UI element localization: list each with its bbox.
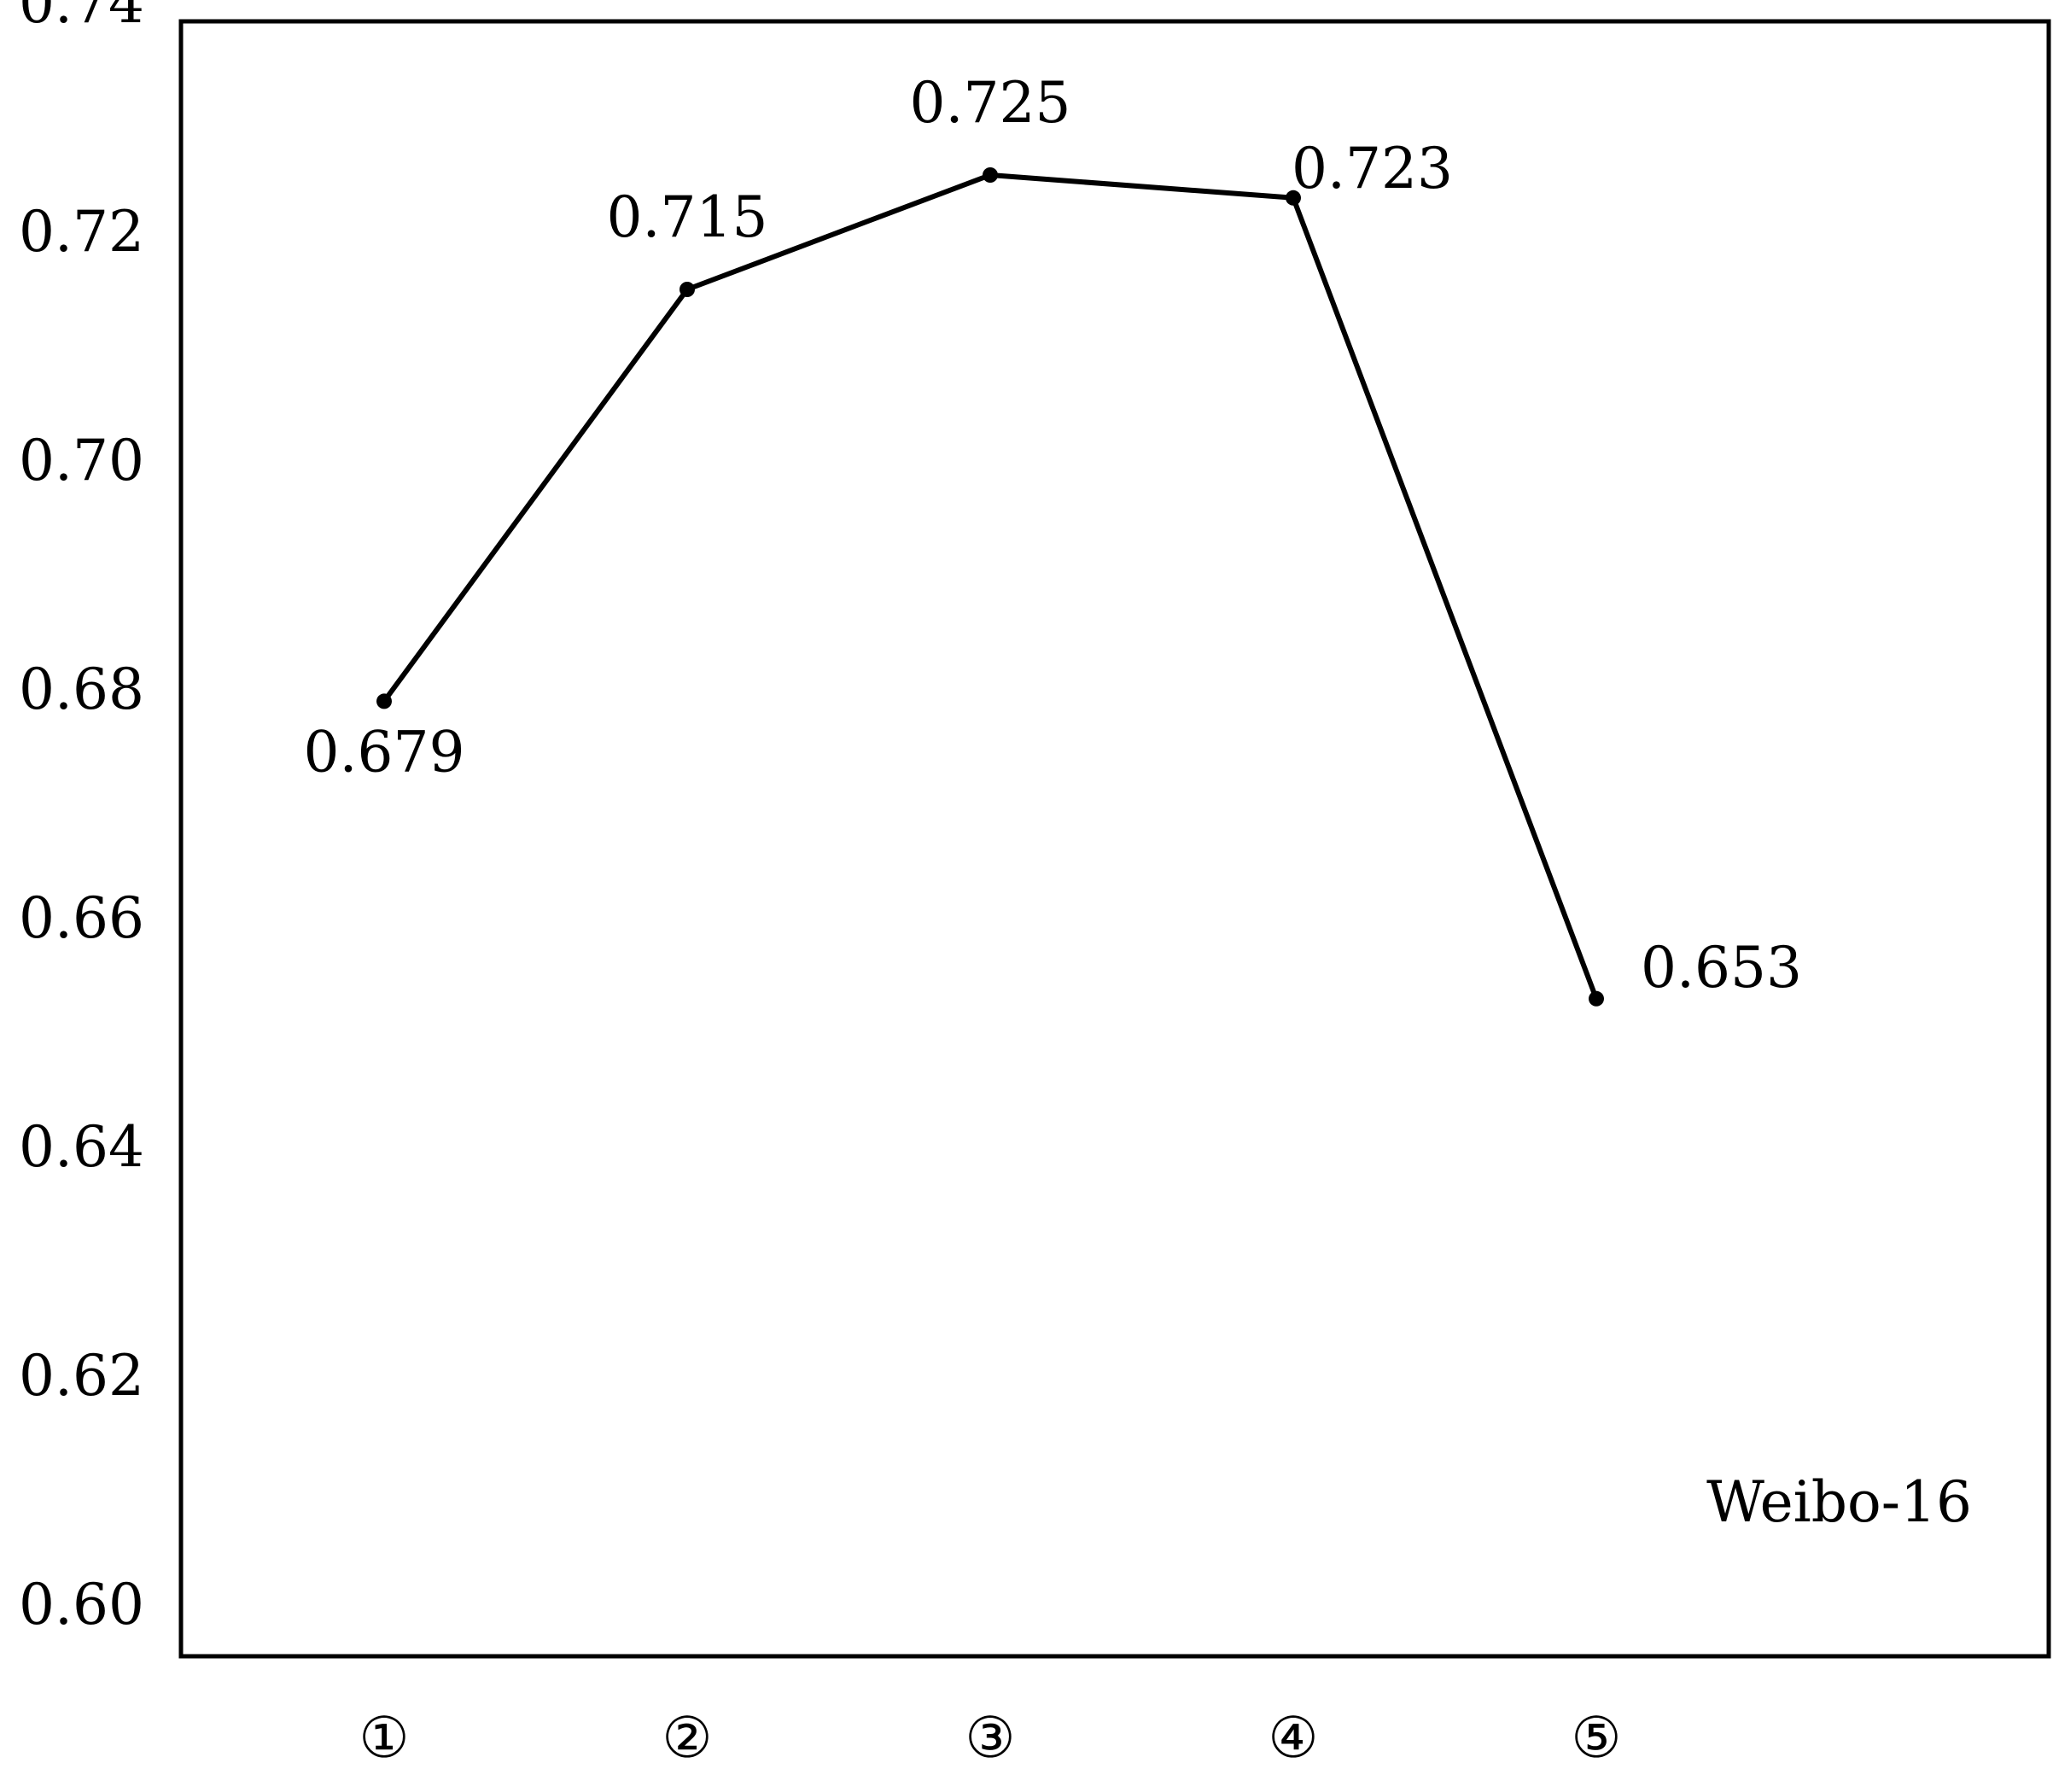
x-category-label: ③ — [965, 1705, 1015, 1771]
series-line — [382, 172, 1599, 1000]
x-category-label: ④ — [1268, 1705, 1318, 1771]
y-tick-label: 0.62 — [19, 1343, 144, 1409]
data-labels-group: 0.679 0.715 0.725 0.723 0.653 — [304, 70, 1802, 1001]
y-tick-label: 0.64 — [19, 1114, 144, 1180]
data-label: 0.715 — [607, 184, 768, 250]
y-tick-label: 0.70 — [19, 428, 144, 493]
dataset-annotation: Weibo-16 — [1706, 1469, 1972, 1535]
y-tick-label: 0.74 — [19, 0, 144, 36]
x-axis-categories: ① ② ③ ④ ⑤ — [359, 1705, 1621, 1771]
data-point — [679, 282, 695, 297]
data-point — [1589, 990, 1604, 1007]
data-label: 0.653 — [1641, 935, 1802, 1001]
data-point — [1286, 190, 1301, 206]
series-group — [376, 167, 1604, 1007]
x-category-label: ① — [359, 1705, 409, 1771]
data-label: 0.723 — [1292, 136, 1453, 201]
x-category-label: ⑤ — [1571, 1705, 1621, 1771]
data-point — [983, 167, 998, 183]
y-tick-label: 0.60 — [19, 1572, 144, 1637]
x-category-label: ② — [662, 1705, 712, 1771]
data-point — [376, 693, 392, 709]
data-label: 0.679 — [304, 719, 465, 785]
y-axis-ticks: 0.60 0.62 0.64 0.66 0.68 0.70 0.72 0.74 — [19, 0, 144, 1637]
y-tick-label: 0.72 — [19, 199, 144, 265]
plot-frame — [178, 19, 2051, 1659]
y-tick-label: 0.66 — [19, 885, 144, 951]
data-label: 0.725 — [910, 70, 1071, 136]
y-tick-label: 0.68 — [19, 657, 144, 722]
